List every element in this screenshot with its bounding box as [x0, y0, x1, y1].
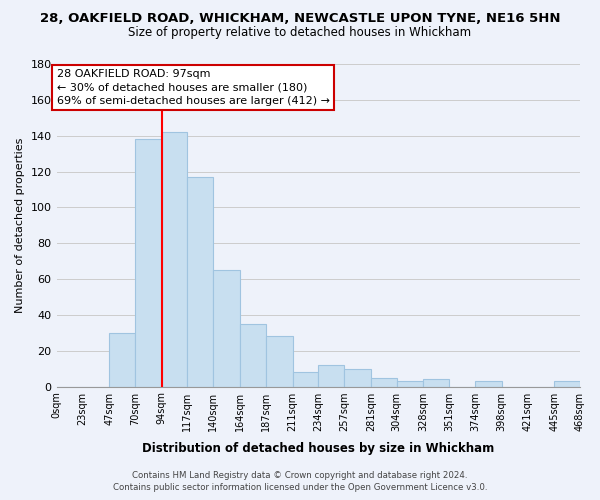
Bar: [344, 368, 371, 386]
Bar: [109, 333, 135, 386]
Text: 28, OAKFIELD ROAD, WHICKHAM, NEWCASTLE UPON TYNE, NE16 5HN: 28, OAKFIELD ROAD, WHICKHAM, NEWCASTLE U…: [40, 12, 560, 26]
Bar: [318, 365, 344, 386]
Bar: [293, 372, 318, 386]
Bar: [266, 336, 293, 386]
Bar: [424, 380, 449, 386]
Bar: [397, 381, 424, 386]
Bar: [213, 270, 240, 386]
Bar: [475, 381, 502, 386]
Text: Contains HM Land Registry data © Crown copyright and database right 2024.
Contai: Contains HM Land Registry data © Crown c…: [113, 471, 487, 492]
Y-axis label: Number of detached properties: Number of detached properties: [15, 138, 25, 313]
Bar: [554, 381, 580, 386]
Text: 28 OAKFIELD ROAD: 97sqm
← 30% of detached houses are smaller (180)
69% of semi-d: 28 OAKFIELD ROAD: 97sqm ← 30% of detache…: [56, 70, 329, 106]
Bar: [135, 140, 161, 386]
Text: Size of property relative to detached houses in Whickham: Size of property relative to detached ho…: [128, 26, 472, 39]
Bar: [187, 177, 213, 386]
X-axis label: Distribution of detached houses by size in Whickham: Distribution of detached houses by size …: [142, 442, 494, 455]
Bar: [161, 132, 187, 386]
Bar: [371, 378, 397, 386]
Bar: [240, 324, 266, 386]
